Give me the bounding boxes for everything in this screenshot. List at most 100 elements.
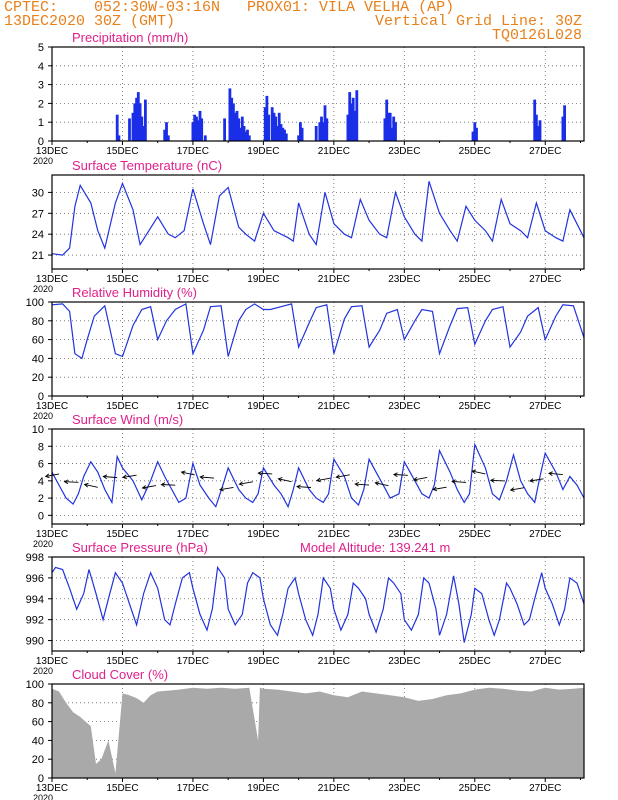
wind-arrow-head	[102, 474, 108, 480]
precip-bar	[240, 116, 244, 141]
pressure-y-tick-label: 996	[26, 573, 44, 585]
wind-arrow-head	[374, 481, 380, 486]
temperature-x-tick-label: 23DEC	[388, 274, 420, 285]
precip-bar	[348, 92, 352, 141]
precipitation-y-tick-label: 0	[38, 136, 44, 148]
temperature-x-tick-label: 19DEC	[247, 274, 279, 285]
pressure-y-tick-label: 994	[26, 594, 44, 606]
cloud-x-tick-label: 25DEC	[459, 783, 491, 794]
precipitation-x-tick-label: 21DEC	[318, 146, 350, 157]
cloud-x-tick-label: 19DEC	[247, 783, 279, 794]
pressure-x-tick-label: 25DEC	[459, 656, 491, 667]
precip-bar	[297, 135, 300, 141]
cloud-x-tick-label: 17DEC	[177, 783, 209, 794]
wind-arrow-head	[160, 482, 166, 487]
wind-x-tick-label: 25DEC	[459, 529, 491, 540]
wind-y-tick-label: 2	[38, 493, 44, 505]
wind-frame	[51, 428, 585, 525]
wind-panel: Surface Wind (m/s) 0 2 4 6 8 10 13DEC 15DEC 17DEC…	[32, 412, 585, 549]
humidity-x-tick-label: 15DEC	[106, 401, 138, 412]
model-code: TQ0126L028	[491, 27, 582, 44]
pressure-y-tick-label: 998	[26, 552, 44, 564]
precip-bar	[533, 99, 537, 141]
precip-bar	[355, 90, 359, 141]
precip-bar	[263, 107, 267, 141]
pressure-x-tick-label: 21DEC	[318, 656, 350, 667]
precip-bar	[230, 97, 234, 141]
wind-arrow-head	[354, 481, 359, 487]
precip-bar	[300, 127, 304, 141]
wind-arrow-shaft	[490, 479, 505, 482]
wind-arrow-head	[180, 470, 186, 476]
temperature-series-line	[51, 181, 585, 256]
humidity-y-tick-label: 0	[38, 391, 44, 403]
wind-arrow-shaft	[296, 486, 311, 488]
temperature-panel: Surface Temperature (nC) 21 24 27 30 13DEC 15D…	[32, 158, 585, 294]
precip-bar	[277, 112, 281, 141]
pressure-year-label: 2020	[33, 666, 53, 676]
pressure-panel: Surface Pressure (hPa) Model Altitude: 13…	[26, 540, 585, 676]
precip-bar	[239, 127, 242, 141]
wind-x-tick-label: 19DEC	[247, 529, 279, 540]
precipitation-year-label: 2020	[33, 156, 53, 166]
precip-bar	[198, 110, 202, 141]
wind-arrow-head	[432, 486, 438, 492]
temperature-x-tick-label: 27DEC	[529, 274, 561, 285]
wind-arrow-shaft	[239, 481, 253, 485]
precip-bar	[325, 118, 329, 141]
wind-arrow-head	[471, 469, 477, 475]
wind-arrow-shaft	[64, 481, 79, 483]
wind-arrow-shaft	[200, 476, 215, 479]
wind-arrow-shaft	[258, 472, 273, 475]
pressure-y-tick-label: 992	[26, 615, 44, 627]
pressure-x-tick-label: 23DEC	[388, 656, 420, 667]
humidity-x-tick-label: 23DEC	[388, 401, 420, 412]
humidity-frame	[51, 301, 585, 397]
temperature-year-label: 2020	[33, 284, 53, 294]
cloud-y-tick-label: 20	[32, 754, 44, 766]
wind-year-label: 2020	[33, 539, 53, 549]
cloud-y-tick-label: 80	[32, 698, 44, 710]
temperature-x-tick-label: 21DEC	[318, 274, 350, 285]
humidity-x-tick-label: 27DEC	[529, 401, 561, 412]
precip-bar	[242, 126, 246, 141]
precip-bar	[142, 126, 145, 141]
temperature-x-tick-label: 17DEC	[177, 274, 209, 285]
cloud-frame	[51, 683, 585, 779]
wind-arrow-head	[529, 478, 534, 483]
wind-arrow-shaft	[510, 487, 525, 491]
precip-bar	[346, 114, 350, 141]
precip-bar	[390, 127, 394, 141]
pressure-x-tick-label: 13DEC	[36, 656, 68, 667]
precip-bar	[196, 120, 200, 141]
precip-bar	[200, 118, 204, 141]
wind-arrow-shaft	[278, 478, 292, 483]
precip-bar	[351, 97, 355, 141]
humidity-title: Relative Humidity (%)	[72, 285, 197, 300]
humidity-y-tick-label: 20	[32, 372, 44, 384]
wind-arrow-shaft	[181, 471, 195, 476]
wind-arrow-shaft	[375, 482, 389, 487]
precip-bar	[535, 114, 538, 141]
cloud-panel: Cloud Cover (%) 0 20 40 60 80 100 13DEC 15DEC 17D…	[26, 667, 585, 800]
wind-arrow-shaft	[413, 476, 428, 481]
precip-bar	[279, 124, 283, 141]
humidity-x-tick-label: 25DEC	[459, 401, 491, 412]
wind-arrow-head	[392, 472, 398, 477]
precip-bar	[353, 110, 357, 141]
pressure-x-tick-label: 17DEC	[177, 656, 209, 667]
cloud-title: Cloud Cover (%)	[72, 667, 168, 682]
precip-bar	[128, 118, 131, 141]
cloud-year-label: 2020	[33, 793, 53, 800]
precipitation-x-tick-label: 19DEC	[247, 146, 279, 157]
run-date: 13DEC2020 30Z (GMT)	[4, 13, 176, 30]
wind-arrow-shaft	[393, 474, 408, 476]
precip-bar	[281, 127, 285, 141]
pressure-series-line	[51, 565, 585, 643]
wind-arrow-head	[238, 481, 244, 486]
precip-bar	[320, 116, 323, 141]
wind-arrow-shaft	[142, 485, 157, 489]
precip-bar	[244, 131, 248, 141]
humidity-x-tick-label: 21DEC	[318, 401, 350, 412]
humidity-y-tick-label: 60	[32, 335, 44, 347]
